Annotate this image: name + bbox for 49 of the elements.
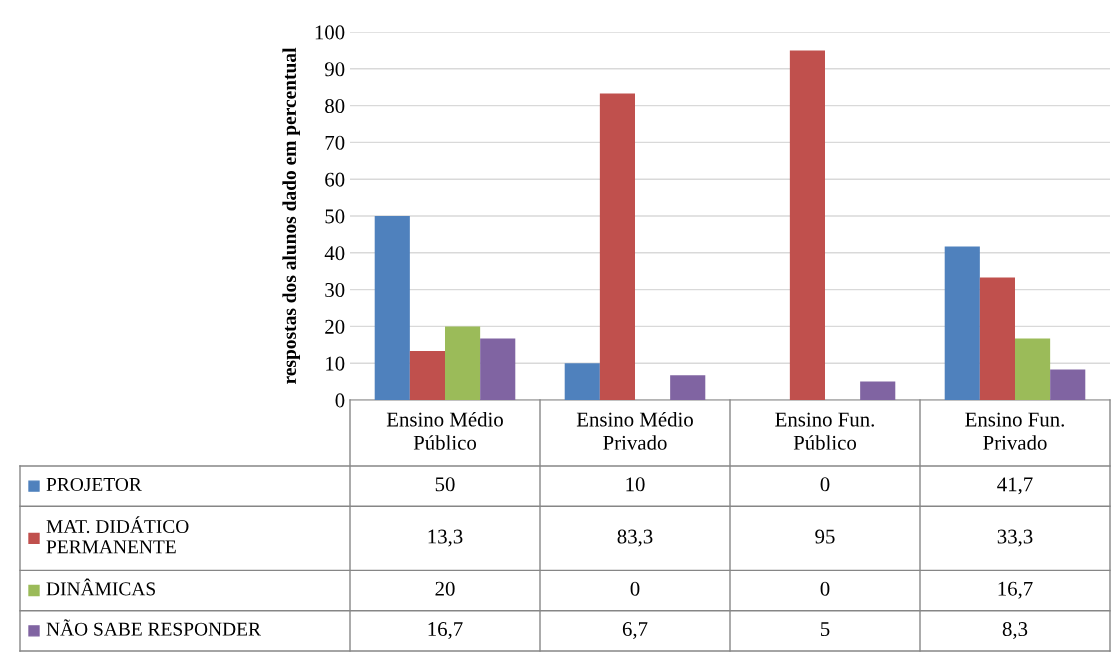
legend-label: NÃO SABE RESPONDER	[46, 619, 261, 636]
bar	[789, 50, 825, 400]
x-tick-label: Ensino Fun. Público	[775, 412, 874, 450]
bar	[599, 93, 635, 400]
y-tick-label: 10	[326, 356, 345, 371]
y-tick-label: 30	[325, 282, 345, 298]
data-label: 13,3	[428, 529, 463, 547]
data-label: 5	[821, 622, 830, 637]
y-axis-title: respostas dos alunos dado em percentual	[282, 47, 300, 384]
bar	[860, 381, 896, 400]
x-tick-label: Ensino Fun. Privado	[965, 412, 1064, 450]
y-tick-label: 40	[324, 246, 345, 261]
x-tick-label: Ensino Médio Privado	[576, 411, 693, 450]
data-label: 8,3	[1002, 622, 1028, 640]
data-label: 33,3	[997, 529, 1033, 547]
legend-label: DINÂMICAS	[46, 578, 155, 596]
data-label: 0	[820, 477, 830, 492]
data-label: 50	[435, 477, 455, 492]
data-label: 0	[820, 581, 830, 596]
bar	[944, 246, 980, 400]
y-tick-label: 0	[335, 393, 345, 408]
data-label: 83,3	[617, 529, 653, 547]
y-tick-label: 100	[315, 25, 345, 40]
bar	[1050, 369, 1086, 400]
y-tick-label: 20	[325, 319, 345, 334]
bar	[979, 277, 1015, 400]
bar	[564, 363, 600, 400]
y-tick-label: 70	[325, 135, 345, 150]
bar	[670, 375, 706, 400]
data-label: 16,7	[998, 581, 1033, 599]
legend-label: PROJETOR	[46, 477, 142, 492]
data-label: 10	[626, 477, 645, 492]
bar	[445, 326, 481, 400]
legend-label: MAT. DIDÁTICO PERMANENTE	[46, 516, 189, 554]
bar	[1015, 338, 1051, 400]
bar	[374, 216, 410, 400]
y-tick-label: 80	[325, 98, 345, 114]
x-tick-label: Ensino Médio Público	[386, 411, 503, 450]
data-label: 0	[630, 581, 640, 596]
data-label: 41,7	[997, 477, 1033, 495]
y-tick-label: 60	[325, 172, 345, 187]
data-label: 6,7	[622, 622, 648, 640]
data-label: 20	[435, 581, 455, 596]
bar	[480, 338, 516, 400]
y-tick-label: 50	[325, 209, 345, 224]
y-tick-label: 90	[324, 62, 345, 77]
data-label: 16,7	[428, 622, 463, 640]
data-label: 95	[815, 529, 835, 544]
bar	[409, 351, 445, 400]
